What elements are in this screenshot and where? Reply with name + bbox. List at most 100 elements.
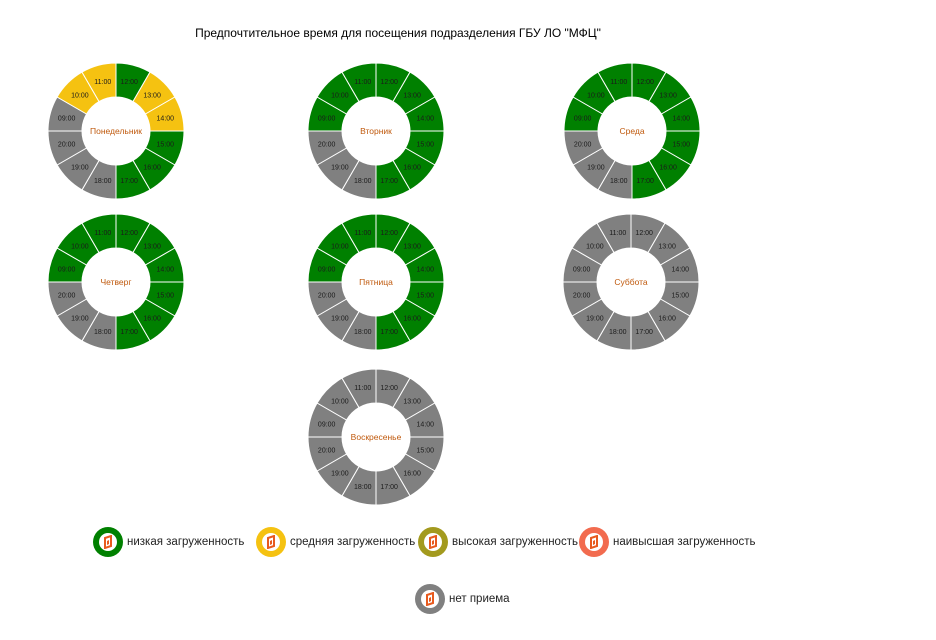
donut-segment [341,213,377,254]
hour-label: 17:00 [380,329,398,336]
hour-label: 20:00 [318,293,336,300]
hour-label: 13:00 [403,243,421,250]
hour-label: 11:00 [354,79,371,86]
donut-chart: 12:00 13:00 14:00 15:00 16:00 17:00 18:00 19:00… [563,62,701,200]
hour-label: 09:00 [573,266,591,273]
hour-label: 15:00 [673,142,691,149]
hour-label: 19:00 [331,471,349,478]
hour-label: 15:00 [157,142,175,149]
hour-label: 11:00 [354,230,371,237]
hour-label: 17:00 [120,178,138,185]
hour-label: 16:00 [403,471,421,478]
hour-label: 16:00 [659,165,677,172]
hour-label: 12:00 [380,79,398,86]
hour-label: 10:00 [587,92,605,99]
donut-chart: 12:00 13:00 14:00 15:00 16:00 17:00 18:00 19:00… [47,62,185,200]
hour-label: 09:00 [318,266,336,273]
donut-segment [597,62,633,103]
hour-label: 18:00 [354,178,372,185]
hour-label: 10:00 [71,92,89,99]
hour-label: 16:00 [403,316,421,323]
legend-item-low: низкая загруженность [93,527,244,557]
day-label: Понедельник [90,126,142,136]
hour-label: 15:00 [417,448,435,455]
hour-label: 17:00 [635,329,653,336]
hour-label: 13:00 [658,243,676,250]
hour-label: 09:00 [318,421,336,428]
hour-label: 14:00 [672,266,690,273]
hour-label: 18:00 [609,329,627,336]
hour-label: 16:00 [403,165,421,172]
donut-segment [341,368,377,409]
donut-segment [596,213,632,254]
legend-label-low: низкая загруженность [127,536,245,548]
hour-label: 20:00 [574,142,592,149]
hour-label: 15:00 [417,142,435,149]
donut-segment [81,213,117,254]
hour-label: 12:00 [380,385,398,392]
day-label: Четверг [101,277,132,287]
hour-label: 18:00 [94,178,112,185]
hour-label: 14:00 [417,115,435,122]
hour-label: 20:00 [318,142,336,149]
hour-label: 20:00 [573,293,591,300]
hour-label: 14:00 [417,266,435,273]
legend-low-icon [93,527,123,557]
legend-item-medium: средняя загруженность [256,527,415,557]
hour-label: 13:00 [403,92,421,99]
hour-label: 18:00 [354,484,372,491]
hour-label: 10:00 [71,243,89,250]
hour-label: 09:00 [318,115,336,122]
hour-label: 17:00 [380,484,398,491]
hour-label: 20:00 [58,293,76,300]
day-label: Пятница [359,277,393,287]
hour-label: 19:00 [331,316,349,323]
hour-label: 18:00 [94,329,112,336]
legend-highest-icon [579,527,609,557]
hour-label: 15:00 [417,293,435,300]
hour-label: 09:00 [58,266,76,273]
donut-chart: 12:00 13:00 14:00 15:00 16:00 17:00 18:00 19:00… [307,368,445,506]
legend-high-icon [418,527,448,557]
hour-label: 13:00 [143,243,161,250]
page-title: Предпочтительное время для посещения под… [195,26,601,40]
legend-medium-icon [256,527,286,557]
hour-label: 20:00 [318,448,336,455]
donut-chart: 12:00 13:00 14:00 15:00 16:00 17:00 18:00 19:00… [47,213,185,351]
hour-label: 16:00 [143,165,161,172]
legend-closed-icon [415,584,445,614]
hour-label: 15:00 [157,293,175,300]
legend-item-highest: наивысшая загруженность [579,527,756,557]
hour-label: 18:00 [610,178,628,185]
hour-label: 18:00 [354,329,372,336]
hour-label: 17:00 [120,329,138,336]
legend-item-high: высокая загруженность [418,527,578,557]
hour-label: 12:00 [380,230,398,237]
hour-label: 14:00 [673,115,691,122]
donut-chart: 12:00 13:00 14:00 15:00 16:00 17:00 18:00 19:00… [307,213,445,351]
hour-label: 10:00 [586,243,604,250]
hour-label: 11:00 [354,385,371,392]
hour-label: 16:00 [143,316,161,323]
hour-label: 13:00 [403,398,421,405]
legend-label-medium: средняя загруженность [290,536,416,548]
hour-label: 11:00 [94,230,111,237]
donut-segment [341,62,377,103]
donut-chart: 12:00 13:00 14:00 15:00 16:00 17:00 18:00 19:00… [307,62,445,200]
hour-label: 14:00 [417,421,435,428]
hour-label: 11:00 [609,230,626,237]
hour-label: 10:00 [331,243,349,250]
day-label: Воскресенье [351,432,402,442]
hour-label: 13:00 [659,92,677,99]
hour-label: 09:00 [58,115,76,122]
hour-label: 16:00 [658,316,676,323]
hour-label: 10:00 [331,398,349,405]
legend-label-closed: нет приема [449,593,510,605]
hour-label: 19:00 [71,165,89,172]
hour-label: 14:00 [157,115,175,122]
day-label: Среда [619,126,644,136]
hour-label: 11:00 [94,79,111,86]
hour-label: 12:00 [635,230,653,237]
hour-label: 12:00 [636,79,654,86]
